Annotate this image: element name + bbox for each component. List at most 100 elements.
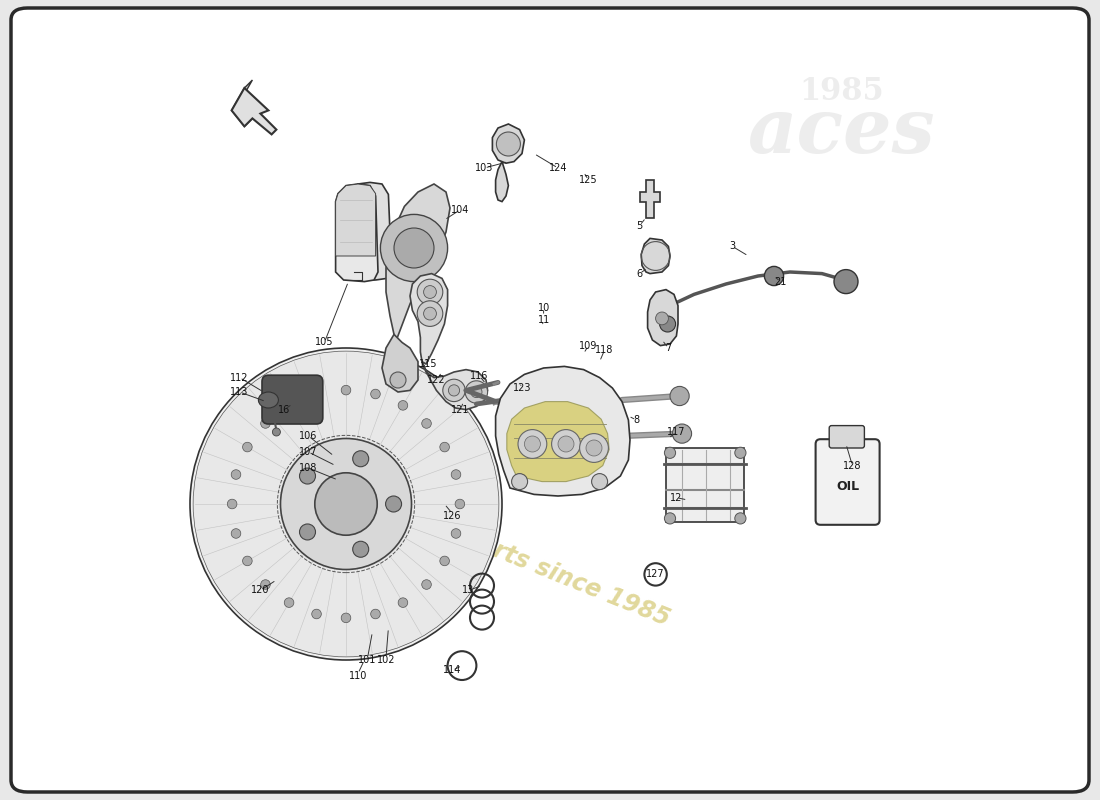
Polygon shape [496,162,508,202]
Ellipse shape [258,392,278,408]
Polygon shape [641,238,670,274]
Text: 11: 11 [538,315,550,325]
Circle shape [311,609,321,618]
Circle shape [194,351,499,657]
Circle shape [664,513,675,524]
FancyBboxPatch shape [262,375,322,424]
FancyBboxPatch shape [815,439,880,525]
Text: 13: 13 [462,586,474,595]
Text: 7: 7 [666,343,671,353]
Circle shape [424,286,437,298]
Circle shape [299,468,316,484]
Circle shape [394,228,435,268]
Circle shape [243,556,252,566]
Text: 123: 123 [513,383,531,393]
Polygon shape [382,334,418,392]
Text: 116: 116 [471,371,488,381]
Circle shape [664,447,675,458]
Text: 102: 102 [376,655,395,665]
Circle shape [353,542,369,558]
Text: 118: 118 [595,346,614,355]
Circle shape [580,434,608,462]
Circle shape [243,442,252,452]
Circle shape [735,513,746,524]
Text: 103: 103 [475,163,494,173]
Circle shape [443,379,465,402]
Circle shape [660,316,675,332]
Text: 117: 117 [667,427,685,437]
Text: 127: 127 [647,570,664,579]
Text: 122: 122 [427,375,446,385]
Circle shape [424,307,437,320]
Circle shape [496,132,520,156]
Text: a passion for parts since 1985: a passion for parts since 1985 [290,458,673,630]
Text: 3: 3 [729,242,736,251]
Circle shape [451,470,461,479]
Circle shape [381,214,448,282]
Circle shape [398,401,408,410]
Circle shape [315,473,377,535]
Circle shape [551,430,581,458]
Text: 107: 107 [299,447,318,457]
Text: 12: 12 [670,493,683,502]
Circle shape [656,312,669,325]
Circle shape [440,442,450,452]
Text: 109: 109 [580,341,597,350]
Circle shape [190,348,502,660]
Circle shape [311,390,321,399]
Text: 8: 8 [634,415,639,425]
Circle shape [386,496,402,512]
Text: OIL: OIL [836,480,859,493]
Circle shape [421,418,431,428]
Text: 6: 6 [637,269,642,278]
Circle shape [228,499,236,509]
Circle shape [421,580,431,590]
Text: 112: 112 [230,373,249,382]
Text: 5: 5 [637,221,642,230]
Text: 21: 21 [774,277,786,286]
Circle shape [390,372,406,388]
Polygon shape [336,184,378,282]
Circle shape [231,529,241,538]
Text: 1985: 1985 [800,77,884,107]
Text: 125: 125 [579,175,597,185]
Text: 114: 114 [443,666,462,675]
Circle shape [261,580,271,590]
Circle shape [834,270,858,294]
Text: 113: 113 [230,387,249,397]
Text: 105: 105 [315,338,333,347]
Circle shape [592,474,607,490]
Circle shape [417,279,443,305]
Bar [666,448,745,522]
Circle shape [670,386,690,406]
FancyBboxPatch shape [829,426,865,448]
Polygon shape [232,80,252,110]
Polygon shape [232,88,276,134]
Circle shape [284,598,294,607]
Circle shape [284,401,294,410]
Circle shape [525,436,540,452]
Text: 120: 120 [251,586,270,595]
Circle shape [231,470,241,479]
Circle shape [280,438,411,570]
Text: 126: 126 [443,511,462,521]
Polygon shape [507,402,609,482]
Text: 121: 121 [451,405,470,414]
Text: 128: 128 [843,461,861,470]
Circle shape [518,430,547,458]
Text: 101: 101 [359,655,377,665]
Circle shape [586,440,602,456]
Circle shape [764,266,783,286]
Circle shape [398,598,408,607]
Circle shape [299,524,316,540]
Polygon shape [496,366,630,496]
Circle shape [471,386,482,398]
Polygon shape [410,274,448,364]
Text: 106: 106 [299,431,318,441]
Circle shape [558,436,574,452]
Text: 110: 110 [349,671,367,681]
Polygon shape [648,290,678,346]
Circle shape [449,385,460,396]
Text: aces: aces [748,95,936,169]
Circle shape [261,418,271,428]
